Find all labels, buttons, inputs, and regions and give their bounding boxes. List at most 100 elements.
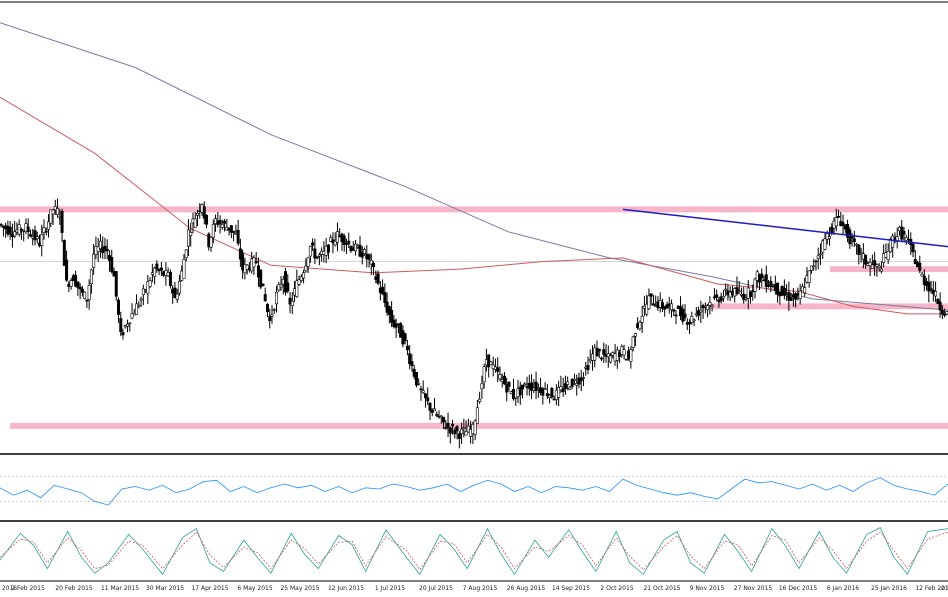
candlestick — [464, 420, 468, 436]
candlestick — [263, 287, 267, 303]
candlestick — [103, 237, 107, 260]
candlestick — [410, 353, 414, 372]
candlestick — [724, 283, 728, 297]
candlestick — [586, 356, 590, 375]
x-tick-label: 16 Dec 2015 — [779, 585, 818, 592]
candlestick — [259, 269, 263, 290]
candlestick — [803, 277, 807, 297]
candlestick — [505, 377, 509, 402]
candlestick — [572, 373, 576, 386]
candlestick — [606, 345, 610, 368]
candlestick — [141, 284, 145, 306]
candlestick — [435, 411, 439, 418]
candlestick — [466, 418, 470, 433]
candlestick — [286, 274, 290, 294]
candlestick — [559, 375, 563, 393]
candlestick — [432, 398, 436, 412]
candlestick — [566, 376, 570, 391]
candlestick — [541, 386, 545, 405]
x-tick-label: 26 Aug 2015 — [507, 585, 546, 592]
candlestick — [117, 297, 121, 323]
candlestick — [53, 199, 57, 216]
candlestick — [855, 242, 859, 255]
candlestick — [313, 238, 317, 265]
candlestick — [568, 385, 572, 391]
candlestick — [708, 296, 712, 315]
candlestick — [363, 247, 367, 256]
candlestick — [760, 268, 764, 287]
candlestick — [49, 209, 53, 228]
candlestick — [26, 218, 30, 239]
stochastic-signal-line — [0, 531, 948, 571]
candlestick — [175, 288, 179, 303]
candlestick — [153, 266, 157, 285]
candlestick — [737, 281, 741, 295]
candlestick — [453, 427, 457, 439]
oscillator-pane — [0, 476, 948, 522]
candlestick — [146, 274, 150, 304]
candlestick — [311, 238, 315, 251]
candlestick — [622, 344, 626, 360]
candlestick — [688, 319, 692, 335]
candlestick — [202, 201, 206, 225]
candlestick — [518, 381, 522, 405]
candlestick — [347, 232, 351, 248]
candlestick — [514, 397, 518, 406]
candlestick — [473, 419, 477, 441]
candlestick — [394, 318, 398, 338]
candlestick — [430, 408, 434, 417]
candlestick — [232, 230, 236, 242]
candlestick — [177, 274, 181, 296]
candlestick — [245, 264, 249, 275]
x-tick-label: 14 Sep 2015 — [552, 585, 590, 592]
candlestick — [579, 369, 583, 392]
candlestick — [60, 208, 64, 242]
candlestick — [168, 269, 172, 289]
candlestick — [721, 290, 725, 302]
candlestick — [902, 227, 906, 242]
candlestick — [254, 251, 258, 264]
candlestick — [155, 260, 159, 273]
candlestick — [184, 248, 188, 262]
candlestick — [342, 233, 346, 252]
candlestick — [697, 306, 701, 321]
candlestick — [173, 281, 177, 299]
candlestick — [205, 214, 209, 229]
candlestick — [787, 281, 791, 312]
candlestick — [83, 291, 87, 300]
candlestick — [550, 387, 554, 399]
candlestick — [408, 345, 412, 370]
candlestick — [859, 247, 863, 263]
candlestick — [545, 384, 549, 399]
candlestick — [299, 274, 303, 283]
candlestick — [92, 243, 96, 275]
candlestick — [196, 209, 200, 226]
candlestick — [417, 378, 421, 386]
moving-average-fast — [0, 96, 948, 315]
candlestick — [934, 281, 938, 303]
candlestick — [482, 363, 486, 389]
candlestick — [372, 261, 376, 276]
candlestick — [710, 303, 714, 312]
candlestick — [873, 252, 877, 276]
x-tick-label: 2 Feb 2015 — [11, 585, 45, 592]
candlestick — [358, 235, 362, 258]
candlestick — [857, 243, 861, 265]
candlestick — [268, 308, 272, 329]
candlestick — [882, 244, 886, 268]
candlestick — [272, 307, 276, 314]
candlestick — [448, 426, 452, 444]
candlestick — [360, 246, 364, 265]
candlestick — [674, 310, 678, 325]
candlestick — [462, 418, 466, 438]
candlestick — [929, 280, 933, 294]
candlestick — [816, 247, 820, 270]
candlestick — [776, 282, 780, 303]
candlestick — [306, 256, 310, 274]
candlestick — [557, 380, 561, 407]
candlestick — [600, 356, 604, 362]
candlestick — [886, 243, 890, 264]
candlestick — [423, 392, 427, 408]
candlestick — [139, 296, 143, 308]
